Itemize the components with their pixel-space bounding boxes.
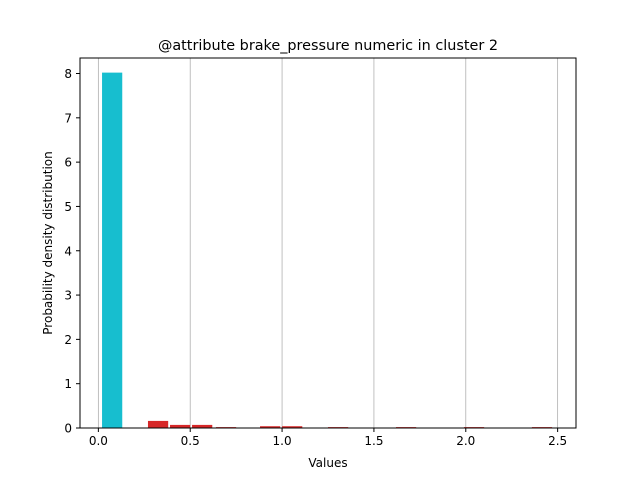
x-axis-label: Values	[308, 456, 347, 470]
y-tick-label: 5	[64, 200, 72, 214]
x-tick-label: 1.0	[273, 434, 292, 448]
x-tick-label: 1.5	[364, 434, 383, 448]
histogram-bar	[282, 426, 303, 428]
y-tick-label: 7	[64, 111, 72, 125]
y-axis-ticks: 0 1 2 3 4 5 6 7 8	[64, 67, 80, 436]
y-tick-label: 2	[64, 333, 72, 347]
x-tick-label: 2.0	[456, 434, 475, 448]
plot-frame	[79, 57, 577, 429]
y-tick-label: 3	[64, 289, 72, 303]
x-tick-label: 2.5	[548, 434, 567, 448]
y-tick-label: 1	[64, 377, 72, 391]
x-tick-label: 0.0	[89, 434, 108, 448]
y-tick-label: 8	[64, 67, 72, 81]
y-axis-label: Probability density distribution	[41, 151, 55, 334]
chart-title: @attribute brake_pressure numeric in clu…	[158, 38, 498, 54]
x-tick-label: 0.5	[181, 434, 200, 448]
x-axis-ticks: 0.0 0.5 1.0 1.5 2.0 2.5	[89, 428, 567, 448]
y-tick-label: 6	[64, 156, 72, 170]
grid-lines	[97, 58, 559, 428]
histogram-bar	[192, 424, 213, 428]
y-tick-label: 4	[64, 244, 72, 258]
histogram-bar	[170, 424, 191, 428]
histogram-bar-highlight	[102, 72, 123, 429]
histogram-bar	[260, 426, 281, 428]
y-tick-label: 0	[64, 422, 72, 436]
histogram-bar	[147, 420, 169, 428]
